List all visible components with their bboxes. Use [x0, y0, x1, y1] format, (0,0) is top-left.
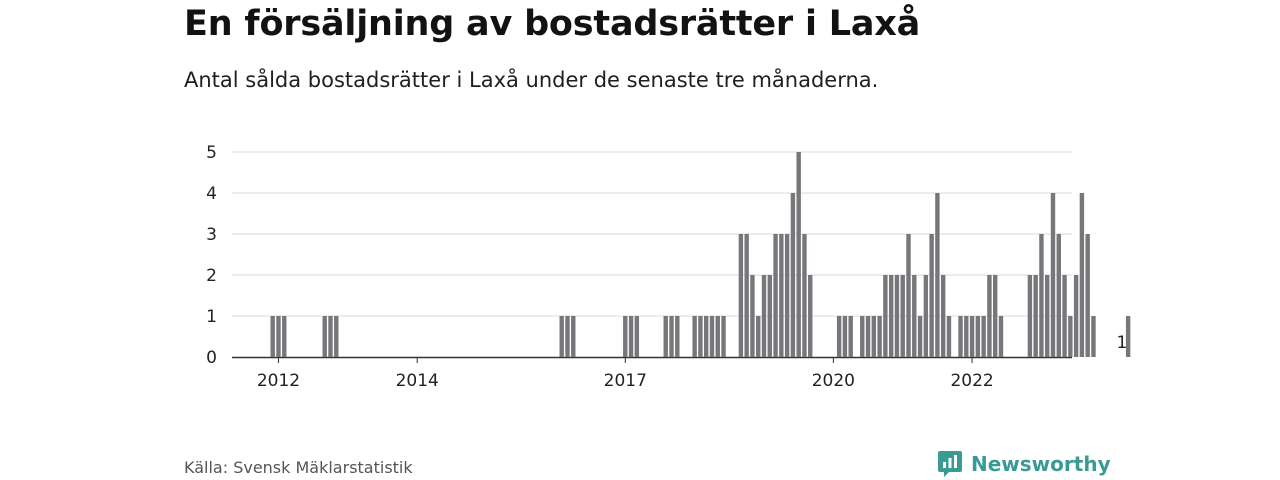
bar [704, 316, 709, 357]
bar [946, 316, 952, 357]
bar-chart: 0 1 2 3 4 5 2012 2014 2017 2020 2022 1 [206, 143, 1131, 391]
bar [987, 275, 992, 357]
bar [756, 316, 761, 357]
bar [958, 316, 963, 357]
bar [715, 316, 720, 357]
bar [1125, 316, 1131, 357]
bar [900, 275, 905, 357]
bar [790, 193, 796, 357]
bar [282, 316, 287, 357]
bar [1033, 275, 1038, 357]
bar [270, 316, 275, 357]
bar [808, 275, 813, 357]
bar [1073, 275, 1079, 357]
page-subtitle: Antal sålda bostadsrätter i Laxå under d… [184, 68, 879, 92]
x-tick-label: 2022 [950, 371, 993, 391]
bar [322, 316, 327, 357]
bar [1050, 193, 1056, 357]
bar [912, 275, 917, 357]
bar [888, 275, 894, 357]
y-tick-label: 2 [206, 266, 217, 286]
bar [559, 316, 564, 357]
bar [1045, 275, 1050, 357]
bar [923, 275, 929, 357]
bar [779, 234, 784, 357]
bar [628, 316, 634, 357]
bar [1027, 275, 1033, 357]
bar [773, 234, 778, 357]
bar [634, 316, 640, 357]
bar [993, 275, 998, 357]
bar [669, 316, 674, 357]
brand-name: Newsworthy [971, 452, 1111, 476]
bar [906, 234, 911, 357]
bar [761, 275, 767, 357]
bar [883, 275, 888, 357]
x-tick-label: 2017 [604, 371, 647, 391]
y-axis-ticks: 0 1 2 3 4 5 [206, 143, 217, 368]
bar [698, 316, 703, 357]
bar [848, 316, 853, 357]
bar [969, 316, 975, 357]
bar [571, 316, 576, 357]
bar [929, 234, 934, 357]
grid-lines [232, 151, 1072, 359]
bar [675, 316, 680, 357]
bar [565, 316, 570, 357]
bar [836, 316, 842, 357]
bar [1062, 275, 1067, 357]
bar [328, 316, 333, 357]
bar [894, 275, 900, 357]
x-axis-ticks: 2012 2014 2017 2020 2022 [257, 357, 994, 391]
bar [784, 234, 790, 357]
bar [1091, 316, 1096, 357]
y-tick-label: 1 [206, 307, 217, 327]
bar [1079, 193, 1085, 357]
bar [842, 316, 848, 357]
bar [276, 316, 281, 357]
bar [750, 275, 755, 357]
y-tick-label: 3 [206, 225, 217, 245]
bar [1056, 234, 1061, 357]
bar [744, 234, 749, 357]
bar [865, 316, 871, 357]
x-tick-label: 2012 [257, 371, 300, 391]
bars [270, 152, 1131, 357]
x-tick-label: 2020 [812, 371, 855, 391]
data-label: 1 [1116, 333, 1127, 353]
bar [692, 316, 697, 357]
brand-logo[interactable]: Newsworthy [937, 449, 1111, 479]
bar [860, 316, 865, 357]
source-note: Källa: Svensk Mäklarstatistik [184, 458, 413, 477]
bar [334, 316, 339, 357]
y-tick-label: 5 [206, 143, 217, 163]
bar [940, 275, 946, 357]
bar [738, 234, 744, 357]
y-tick-label: 4 [206, 184, 217, 204]
bar [975, 316, 981, 357]
bar [981, 316, 986, 357]
bar [802, 234, 807, 357]
bar [877, 316, 882, 357]
newsworthy-logo-icon [938, 451, 962, 477]
bar [964, 316, 969, 357]
bar [871, 316, 877, 357]
bar [721, 316, 726, 357]
page-title: En försäljning av bostadsrätter i Laxå [184, 4, 921, 44]
data-labels: 1 [1116, 333, 1127, 353]
bar [1085, 234, 1090, 357]
y-tick-label: 0 [206, 348, 217, 368]
bar [623, 316, 628, 357]
bar [998, 316, 1004, 357]
bar [1068, 316, 1073, 357]
bar [1039, 234, 1044, 357]
bar [663, 316, 668, 357]
bar [796, 152, 801, 357]
bar [917, 316, 923, 357]
x-tick-label: 2014 [396, 371, 439, 391]
bar [767, 275, 772, 357]
bar [709, 316, 715, 357]
bar [935, 193, 940, 357]
